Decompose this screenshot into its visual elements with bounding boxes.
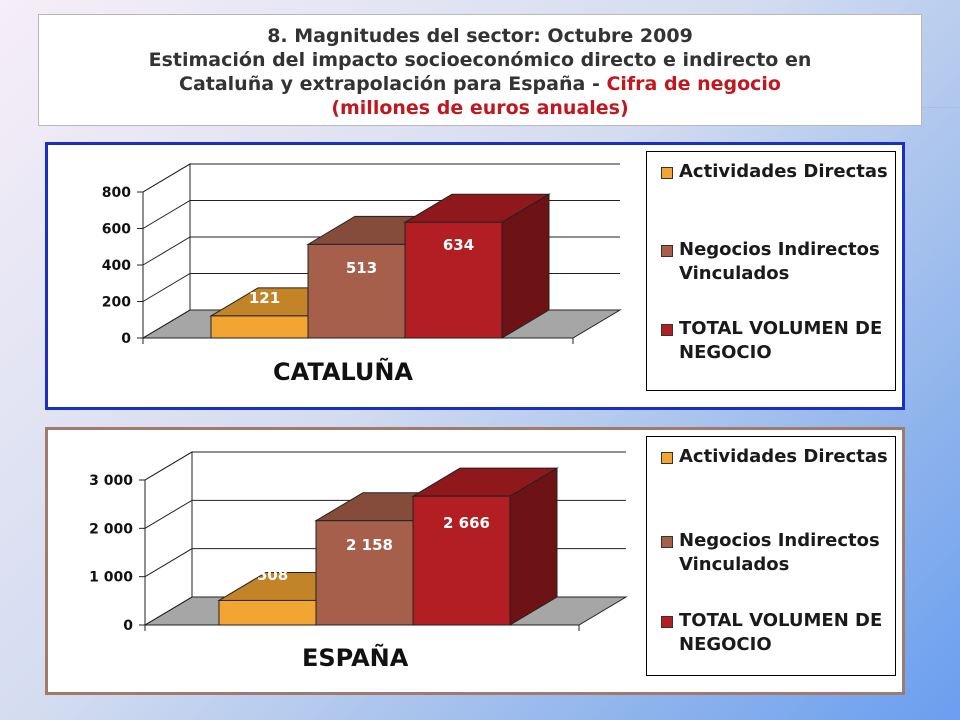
chart-panel-cataluna: 0 200 400 600 800 121 513 634 CATALUÑA Activida… [45,142,905,410]
title-divider [922,107,960,108]
legend-label-total: TOTAL VOLUMEN DE NEGOCIO [679,610,883,655]
chart-cataluna: 0 200 400 600 800 121 513 634 [102,163,622,347]
chart-title-cataluna: CATALUÑA [273,358,413,386]
legend-swatch-directas [661,452,673,464]
legend-label-total: TOTAL VOLUMEN DE NEGOCIO [679,318,883,363]
legend-swatch-indirectos [661,245,673,257]
data-label-directas: 121 [249,289,280,307]
y-tick-label: 0 [123,618,133,634]
bar-total [404,221,503,339]
title-line-2: Estimación del impacto socioeconómico di… [148,49,812,71]
legend-cataluna: Actividades Directas Negocios Indirectos… [646,151,896,391]
legend-swatch-indirectos [661,536,673,548]
title-line-3-red: Cifra de negocio [606,73,781,95]
legend-swatch-total [661,324,673,336]
legend-label-indirectos: Negocios Indirectos Vinculados [679,530,880,575]
data-label-total: 634 [443,236,474,254]
gridline [144,451,626,481]
legend-label-indirectos: Negocios Indirectos Vinculados [679,239,880,284]
chart-espana: 0 1 000 2 000 3 000 508 2 158 2 666 [89,451,628,634]
legend-label-directas: Actividades Directas [679,446,888,467]
y-tick-label: 3 000 [89,473,133,489]
bar-indirectos [315,520,414,626]
chart-title-espana: ESPAÑA [302,644,409,672]
data-label-indirectos: 513 [346,259,377,277]
title-line-4: (millones de euros anuales) [331,97,629,119]
y-tick-label: 1 000 [89,570,133,586]
title-line-3: Cataluña y extrapolación para España - C… [39,72,921,96]
chart-side-wall [144,451,193,626]
title-line-1: 8. Magnitudes del sector: Octubre 2009 [267,25,693,47]
bar-total [412,495,511,626]
gridline [142,163,620,193]
y-tick-label: 400 [102,258,131,274]
bar-directas [210,315,309,339]
legend-swatch-directas [661,167,673,179]
y-tick-label: 200 [102,295,131,311]
y-tick-label: 800 [102,185,131,201]
bar-directas [218,599,317,626]
y-tick-label: 2 000 [89,521,133,537]
title-line-3-black: Cataluña y extrapolación para España - [179,73,607,95]
bar-indirectos [307,243,406,339]
chart-panel-espana: 0 1 000 2 000 3 000 508 2 158 2 666 ESPAÑA Act… [45,427,905,695]
legend-label-directas: Actividades Directas [679,161,888,182]
data-label-total: 2 666 [443,514,490,532]
y-tick-label: 600 [102,222,131,238]
data-label-directas: 508 [257,566,288,584]
chart-title-box: 8. Magnitudes del sector: Octubre 2009 E… [38,14,922,126]
legend-swatch-total [661,616,673,628]
legend-espana: Actividades Directas Negocios Indirectos… [646,436,896,676]
data-label-indirectos: 2 158 [346,536,393,554]
y-tick-label: 0 [121,331,131,347]
